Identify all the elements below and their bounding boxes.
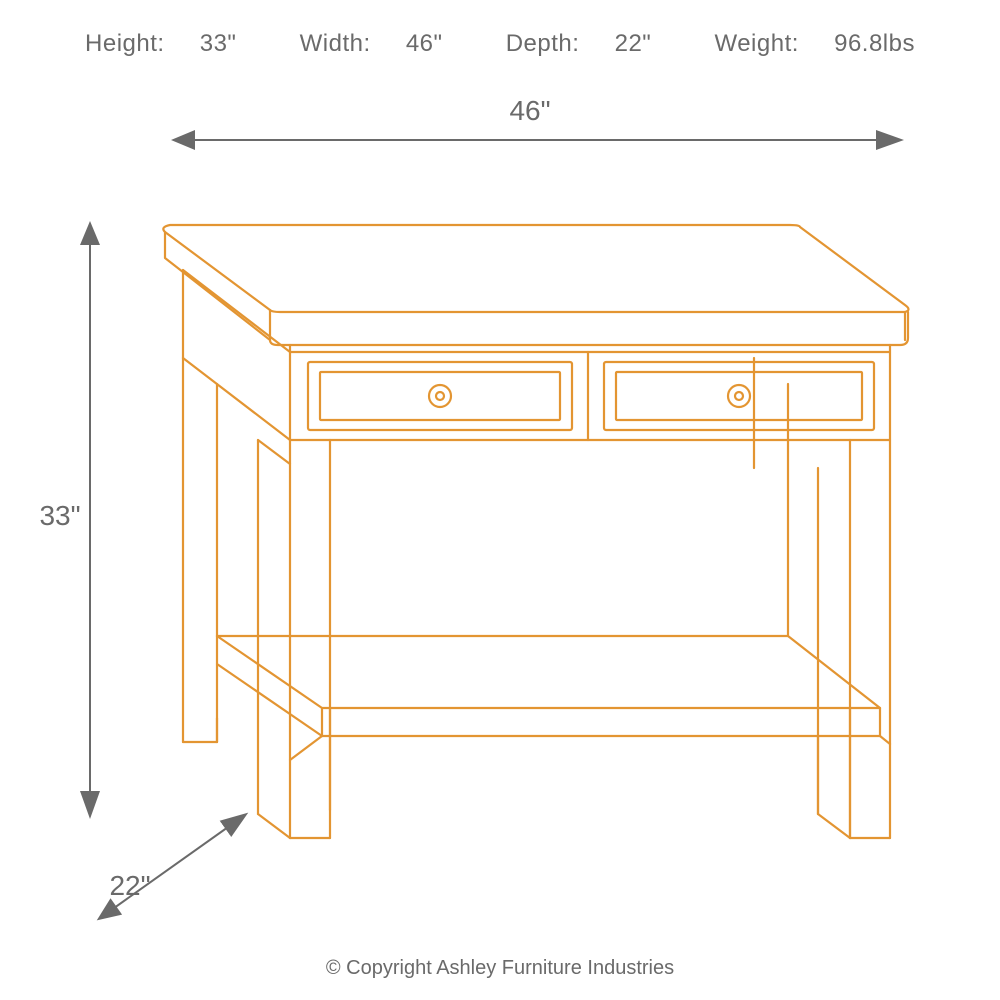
table-drawing xyxy=(163,225,908,838)
dimension-arrows xyxy=(90,140,900,918)
depth-arrow xyxy=(100,815,245,918)
furniture-diagram xyxy=(0,0,1000,1000)
